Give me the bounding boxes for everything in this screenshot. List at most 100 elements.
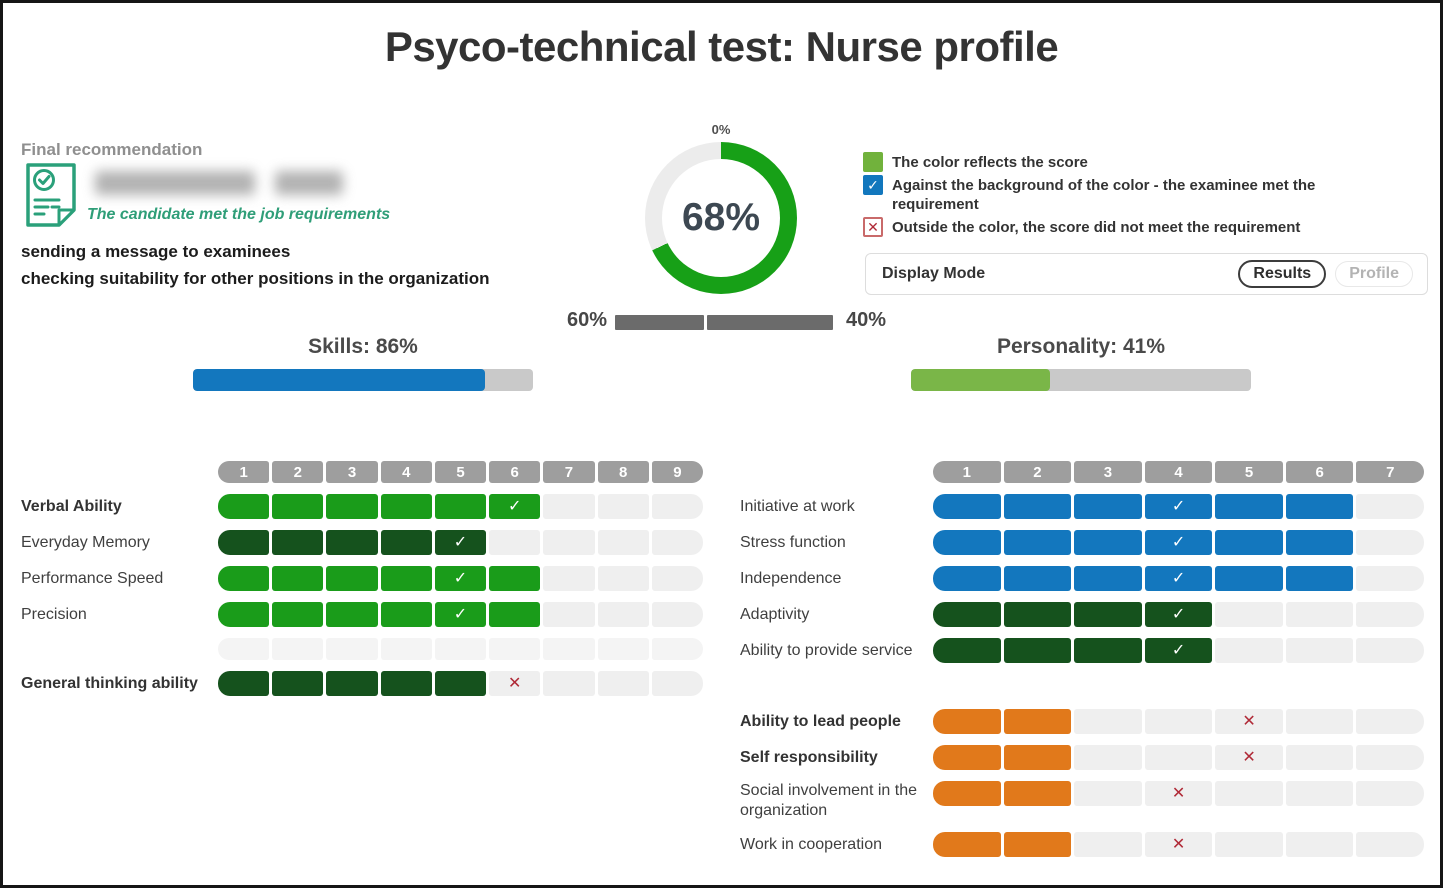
matrix-cell-filled [1003, 832, 1072, 857]
matrix-cell-filled [933, 566, 1001, 591]
action-line: sending a message to examinees [21, 242, 291, 261]
document-check-icon [26, 163, 76, 227]
matrix-row-label: Self responsibility [740, 748, 878, 766]
matrix-cell-filled: ✓ [1144, 494, 1213, 519]
scale-header-cell: 3 [326, 461, 378, 483]
matrix-cell-empty [218, 638, 270, 660]
matrix-cell-filled: ✓ [1144, 530, 1213, 555]
matrix-cell-empty [1074, 832, 1142, 857]
check-icon: ✓ [1171, 641, 1186, 659]
matrix-row-cells: ✓ [218, 494, 703, 519]
matrix-cell-filled [1215, 530, 1283, 555]
gauge-center: 68% [662, 159, 780, 277]
matrix-row-label: Precision [21, 605, 87, 623]
matrix-cell-empty [380, 638, 432, 660]
skills-matrix: 1 2 3 4 5 6 7 8 9 Verbal Ability ✓ Everyday Memory ✓… [21, 461, 703, 707]
legend-item-not-met: ✕ Outside the color, the score did not m… [863, 217, 1433, 237]
matrix-cell-filled [218, 671, 270, 696]
matrix-row-cells: ✓ [933, 566, 1425, 591]
matrix-cell-filled [489, 602, 541, 627]
total-score-value: 68% [681, 196, 761, 239]
scale-header-cell: 1 [933, 461, 1001, 483]
scale-header-cell: 4 [1144, 461, 1213, 483]
matrix-cell-empty [434, 638, 487, 660]
matrix-cell-empty [1144, 745, 1213, 770]
matrix-cell-empty [597, 566, 649, 591]
x-icon: ✕ [1242, 712, 1256, 730]
matrix-cell-filled [1074, 602, 1142, 627]
matrix-cell-empty [1285, 781, 1354, 806]
matrix-cell-empty [1285, 638, 1354, 663]
x-icon: ✕ [1171, 784, 1186, 802]
matrix-cell-filled [1003, 566, 1072, 591]
total-score-gauge: 68% [645, 142, 797, 294]
matrix-row: Work in cooperation ✕ [740, 832, 1425, 857]
matrix-row: Stress function ✓ [740, 530, 1425, 555]
display-mode-panel: Display Mode Results Profile [865, 253, 1428, 295]
matrix-cell-filled: ✓ [489, 494, 541, 519]
matrix-gap [740, 674, 1424, 709]
matrix-cell-filled [272, 494, 324, 519]
matrix-row: Everyday Memory ✓ [21, 530, 703, 555]
scale-header-cell: 1 [218, 461, 270, 483]
matrix-cell-empty [651, 671, 703, 696]
matrix-row-label: Stress function [740, 533, 846, 551]
weights-bar [615, 315, 833, 330]
scale-header-cell: 6 [489, 461, 541, 483]
matrix-cell-filled [1003, 781, 1072, 806]
personality-progress-bar [911, 369, 1251, 391]
matrix-row-cells: ✕ [933, 832, 1425, 857]
weights-bar-segment-1 [615, 315, 705, 330]
matrix-cell-empty: ✕ [1144, 832, 1213, 857]
weights-bar-segment-2 [707, 315, 833, 330]
check-icon: ✓ [1171, 569, 1186, 587]
matrix-cell-empty: ✕ [489, 671, 541, 696]
matrix-cell-filled [933, 781, 1001, 806]
matrix-row: General thinking ability ✕ [21, 671, 703, 696]
matrix-cell-filled [326, 671, 378, 696]
red-x-icon: ✕ [863, 217, 883, 237]
candidate-name-blurred [95, 171, 255, 195]
matrix-cell-empty [1215, 781, 1283, 806]
matrix-row-label: Adaptivity [740, 605, 810, 623]
legend-text: Against the background of the color - th… [892, 177, 1316, 213]
personality-progress-fill [911, 369, 1051, 391]
matrix-cell-filled [434, 494, 487, 519]
x-icon: ✕ [508, 674, 522, 692]
page-title: Psyco-technical test: Nurse profile [384, 23, 1059, 70]
matrix-cell-filled [380, 566, 432, 591]
results-button[interactable]: Results [1238, 260, 1327, 288]
legend-item-met-requirement: ✓ Against the background of the color - … [863, 175, 1433, 214]
weight-right-label: 40% [846, 309, 887, 331]
profile-button[interactable]: Profile [1335, 261, 1413, 287]
matrix-cell-empty [597, 671, 649, 696]
matrix-cell-filled: ✓ [434, 602, 487, 627]
matrix-cell-filled [380, 530, 432, 555]
matrix-cell-empty: ✕ [1215, 745, 1283, 770]
legend-text: Outside the color, the score did not mee… [892, 219, 1301, 236]
matrix-cell-filled [933, 494, 1001, 519]
matrix-cell-filled [218, 602, 270, 627]
matrix-cell-empty: ✕ [1144, 781, 1213, 806]
matrix-cell-filled [933, 530, 1001, 555]
matrix-cell-empty: ✕ [1215, 709, 1283, 734]
scale-header-cell: 7 [1356, 461, 1425, 483]
blue-check-icon: ✓ [863, 175, 883, 195]
scale-header-cell: 2 [272, 461, 324, 483]
matrix-cell-filled [933, 745, 1001, 770]
matrix-cell-empty [597, 494, 649, 519]
matrix-cell-filled [1074, 566, 1142, 591]
check-icon: ✓ [453, 569, 468, 587]
personality-matrix: 1 2 3 4 5 6 7 Initiative at work ✓ Stress functio… [740, 461, 1425, 868]
check-icon: ✓ [453, 533, 468, 551]
scale-header-cell: 5 [434, 461, 487, 483]
matrix-cell-filled [272, 602, 324, 627]
matrix-cell-filled [218, 494, 270, 519]
matrix-row-label: Work in cooperation [740, 835, 882, 853]
legend: The color reflects the score ✓ Against t… [863, 152, 1433, 240]
matrix-cell-filled [380, 494, 432, 519]
matrix-cell-empty [1074, 781, 1142, 806]
scale-header-cell: 6 [1285, 461, 1354, 483]
